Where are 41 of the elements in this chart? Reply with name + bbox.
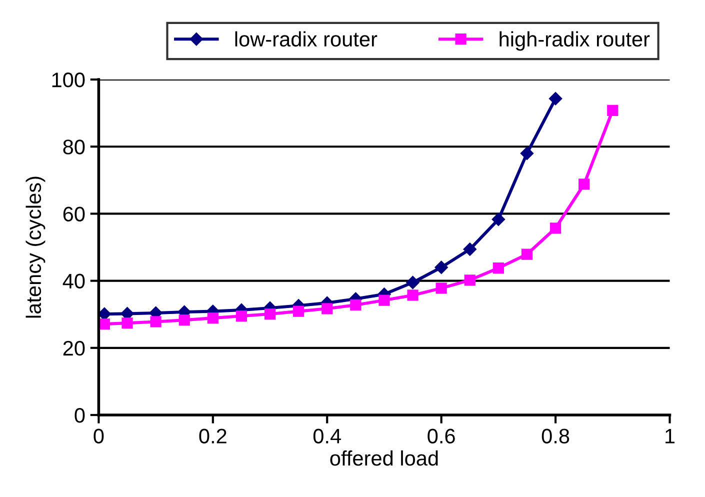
x-tick-label: 0 xyxy=(94,428,104,444)
point xyxy=(407,290,418,301)
point xyxy=(293,306,304,317)
point xyxy=(406,276,420,290)
point xyxy=(548,92,562,106)
point xyxy=(207,312,218,324)
y-tick-label: 0 xyxy=(74,408,85,423)
legend-label: low-radix router xyxy=(235,31,378,47)
y-tick-label: 100 xyxy=(52,72,85,88)
y-tick-label: 40 xyxy=(62,274,85,289)
point xyxy=(178,314,190,326)
point xyxy=(607,104,618,116)
point xyxy=(122,318,133,329)
point xyxy=(578,178,590,190)
point xyxy=(463,242,476,256)
point xyxy=(150,316,162,328)
point xyxy=(550,222,562,234)
point xyxy=(436,282,447,294)
point xyxy=(520,146,534,160)
point xyxy=(492,262,504,274)
point xyxy=(378,294,390,306)
point xyxy=(464,274,476,286)
point xyxy=(98,318,110,330)
y-tick-label: 20 xyxy=(63,340,85,356)
point xyxy=(492,212,506,226)
point xyxy=(264,308,276,320)
x-tick-label: 0.4 xyxy=(313,428,341,444)
x-tick-label: 0.2 xyxy=(199,428,226,444)
y-tick-label: 80 xyxy=(63,140,85,154)
point xyxy=(236,310,248,322)
y-tick-label: 60 xyxy=(63,206,85,222)
legend-label: high-radix router xyxy=(500,31,650,51)
x-tick-label: 0.8 xyxy=(542,428,570,444)
x-tick-label: 0.6 xyxy=(428,428,455,444)
y-axis-title: latency (cycles) xyxy=(26,176,46,318)
x-tick-label: 1 xyxy=(666,428,675,444)
point xyxy=(322,303,333,314)
point xyxy=(521,248,533,260)
x-axis-title: offered load xyxy=(330,450,438,466)
point xyxy=(350,299,362,311)
point xyxy=(434,260,448,274)
